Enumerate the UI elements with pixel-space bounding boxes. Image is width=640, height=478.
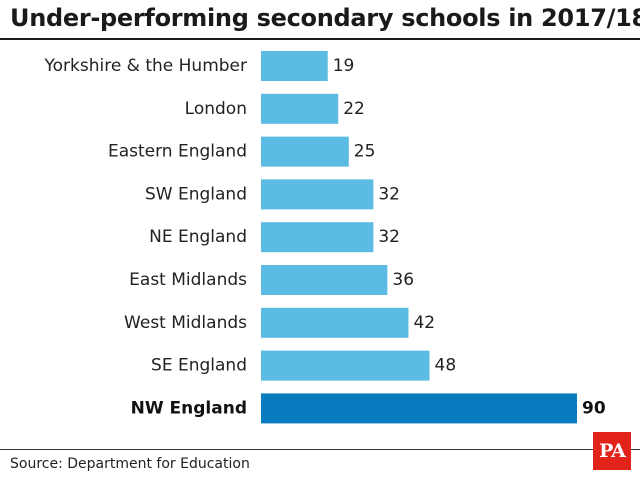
category-label-sw-england: SW England	[145, 184, 247, 204]
bar-chart: Yorkshire & the Humber 19 London 22 Eastern …	[43, 51, 606, 424]
value-label-se-england: 48	[435, 356, 457, 376]
value-label-ne-england: 32	[378, 227, 400, 247]
title-divider	[0, 38, 640, 40]
category-label-london: London	[185, 99, 247, 119]
pa-logo: PA	[593, 432, 631, 470]
category-label-east-midlands: East Midlands	[129, 270, 247, 290]
bar-sw-england	[261, 179, 374, 210]
value-label-east-midlands: 36	[392, 270, 414, 290]
bar-eastern-england	[261, 136, 349, 167]
footer-divider	[0, 449, 640, 450]
bar-london	[261, 93, 339, 124]
bar-ne-england	[261, 222, 374, 253]
value-label-eastern-england: 25	[354, 142, 376, 162]
bar-nw-england	[261, 393, 577, 424]
category-label-ne-england: NE England	[149, 227, 247, 247]
category-label-se-england: SE England	[151, 356, 247, 376]
bar-east-midlands	[261, 265, 388, 295]
chart-title: Under-performing secondary schools in 20…	[10, 4, 640, 32]
value-label-london: 22	[343, 99, 365, 119]
value-label-yorkshire-and-the-humber: 19	[333, 56, 355, 76]
category-label-nw-england: NW England	[131, 398, 247, 418]
bar-yorkshire-and-the-humber	[261, 51, 328, 81]
value-label-west-midlands: 42	[413, 313, 435, 333]
source-note: Source: Department for Education	[10, 456, 250, 472]
category-label-eastern-england: Eastern England	[108, 142, 247, 162]
category-label-yorkshire-and-the-humber: Yorkshire & the Humber	[43, 56, 247, 76]
category-label-west-midlands: West Midlands	[124, 313, 247, 333]
value-label-nw-england: 90	[582, 398, 606, 418]
value-label-sw-england: 32	[378, 184, 400, 204]
bar-west-midlands	[261, 307, 409, 338]
bar-se-england	[261, 350, 430, 381]
